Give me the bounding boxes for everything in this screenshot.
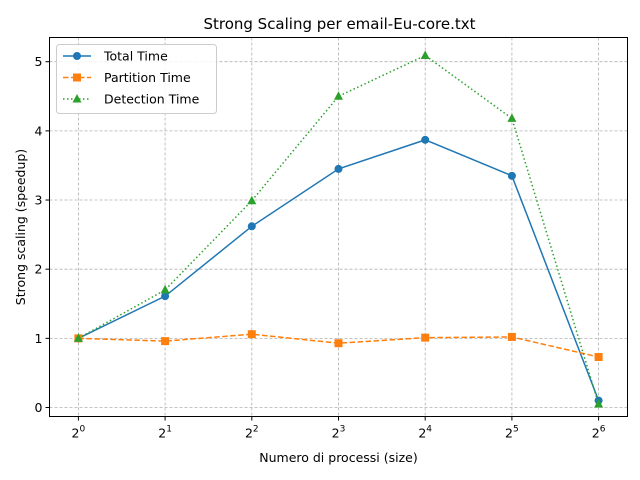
y-tick-label: 5 — [35, 54, 43, 69]
data-point-detection-time — [160, 284, 170, 294]
x-axis-label: Numero di processi (size) — [259, 450, 417, 465]
data-point-detection-time — [507, 113, 517, 122]
data-point-partition-time — [421, 333, 430, 342]
x-tick-label: 26 — [592, 425, 606, 441]
legend-label-detection-time: Detection Time — [104, 92, 200, 107]
series-detection-time — [73, 50, 604, 408]
data-point-partition-time — [334, 339, 343, 348]
data-point-partition-time — [594, 353, 603, 362]
data-point-partition-time — [507, 332, 516, 341]
series-layer — [73, 50, 604, 408]
data-point-total-time — [161, 292, 170, 301]
x-tick-label: 21 — [158, 425, 172, 441]
data-point-partition-time — [247, 330, 256, 339]
x-tick-label: 23 — [332, 425, 346, 441]
data-point-detection-time — [594, 399, 604, 408]
x-tick-label: 20 — [72, 425, 86, 441]
y-axis-label: Strong scaling (speedup) — [13, 149, 28, 305]
legend-label-partition-time: Partition Time — [104, 70, 191, 85]
legend-item-partition-time: Partition Time — [63, 70, 191, 85]
data-point-detection-time — [73, 333, 83, 342]
x-tick-label: 25 — [505, 425, 519, 441]
data-point-total-time — [334, 164, 343, 173]
y-tick-label: 4 — [35, 123, 43, 138]
data-point-detection-time — [247, 195, 257, 205]
legend-item-total-time: Total Time — [63, 49, 168, 64]
x-tick-label: 24 — [418, 425, 432, 441]
data-point-total-time — [247, 222, 256, 231]
legend-marker-partition-time — [73, 73, 81, 82]
data-point-detection-time — [420, 50, 430, 59]
y-tick-label: 3 — [35, 193, 43, 208]
y-tick-label: 0 — [35, 400, 43, 415]
legend-label-total-time: Total Time — [103, 49, 168, 64]
data-point-partition-time — [161, 337, 170, 346]
legend: Total Time Partition Time Detection Time — [56, 44, 217, 114]
legend-box — [56, 44, 217, 114]
chart-title: Strong Scaling per email-Eu-core.txt — [203, 15, 475, 33]
data-point-total-time — [507, 171, 516, 180]
data-point-detection-time — [334, 91, 343, 100]
y-tick-label: 2 — [35, 262, 43, 277]
y-tick-label: 1 — [35, 331, 43, 346]
legend-marker-total-time — [73, 52, 81, 60]
data-point-total-time — [421, 135, 430, 144]
legend-item-detection-time: Detection Time — [63, 92, 200, 107]
x-tick-label: 22 — [245, 425, 259, 441]
legend-marker-detection-time — [72, 94, 82, 103]
